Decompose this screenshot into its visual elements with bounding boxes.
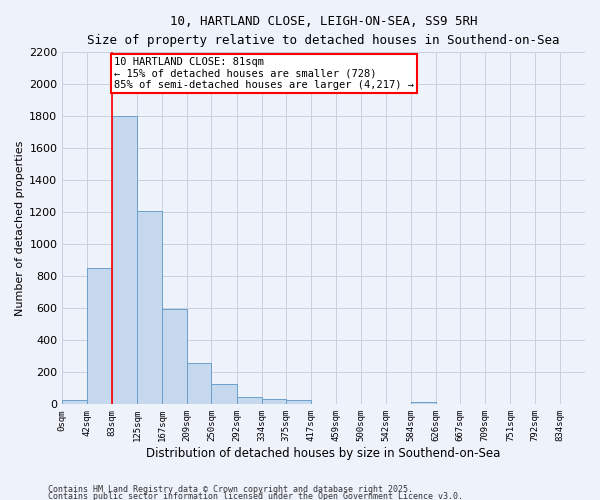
Bar [236,397,262,404]
Bar [187,363,211,405]
Bar [137,210,162,404]
Title: 10, HARTLAND CLOSE, LEIGH-ON-SEA, SS9 5RH
Size of property relative to detached : 10, HARTLAND CLOSE, LEIGH-ON-SEA, SS9 5R… [88,15,560,47]
Text: Contains public sector information licensed under the Open Government Licence v3: Contains public sector information licen… [48,492,463,500]
Y-axis label: Number of detached properties: Number of detached properties [15,140,25,316]
Bar [211,384,236,404]
Bar [62,400,88,404]
Text: Contains HM Land Registry data © Crown copyright and database right 2025.: Contains HM Land Registry data © Crown c… [48,486,413,494]
Bar [162,309,187,404]
Bar [88,268,112,404]
X-axis label: Distribution of detached houses by size in Southend-on-Sea: Distribution of detached houses by size … [146,447,501,460]
Text: 10 HARTLAND CLOSE: 81sqm
← 15% of detached houses are smaller (728)
85% of semi-: 10 HARTLAND CLOSE: 81sqm ← 15% of detach… [114,57,414,90]
Bar [262,398,286,404]
Bar [112,116,137,405]
Bar [411,402,436,404]
Bar [286,400,311,404]
